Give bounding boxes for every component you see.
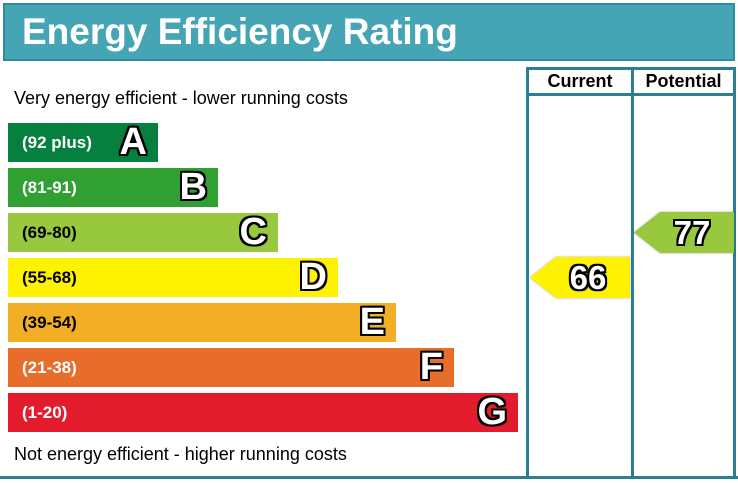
band-letter: E [359,301,385,343]
bottom-note: Not energy efficient - higher running co… [14,444,347,464]
band-letter: D [299,256,327,298]
band-range-label: (39-54) [22,312,77,332]
band-letter: A [119,121,147,163]
page-title: Energy Efficiency Rating [22,11,458,52]
band-range-label: (69-80) [22,222,77,242]
table-line-vertical-right [733,67,736,479]
band-range-label: (92 plus) [22,132,92,152]
rating-band: (55-68) D [8,258,338,297]
rating-band: (92 plus) A [8,123,158,162]
title-bar: Energy Efficiency Rating [3,3,735,61]
potential-rating-value: 77 [673,214,711,251]
current-rating-arrow: 66 [530,257,630,298]
table-line-header-bottom [526,93,736,96]
table-line-top [526,67,736,70]
band-letter: C [239,211,267,253]
band-range-label: (1-20) [22,402,68,422]
rating-band: (69-80) C [8,213,278,252]
table-line-vertical-left [526,67,529,479]
table-line-vertical-middle [631,67,634,479]
top-note: Very energy efficient - lower running co… [14,88,348,108]
band-letter: F [419,346,443,388]
rating-band: (1-20) G [8,393,518,432]
rating-band: (81-91) B [8,168,218,207]
potential-arrow-shape: 77 [634,212,734,253]
band-letter: G [477,391,507,433]
potential-rating-arrow: 77 [634,212,734,253]
current-arrow-shape: 66 [530,257,630,298]
current-rating-value: 66 [569,259,607,296]
band-letter: B [179,166,207,208]
table-line-bottom [0,476,738,479]
band-range-label: (21-38) [22,357,77,377]
band-range-label: (55-68) [22,267,77,287]
band-range-label: (81-91) [22,177,77,197]
column-header-potential: Potential [645,71,722,91]
rating-band: (21-38) F [8,348,454,387]
rating-band: (39-54) E [8,303,396,342]
column-header-current: Current [547,71,613,91]
